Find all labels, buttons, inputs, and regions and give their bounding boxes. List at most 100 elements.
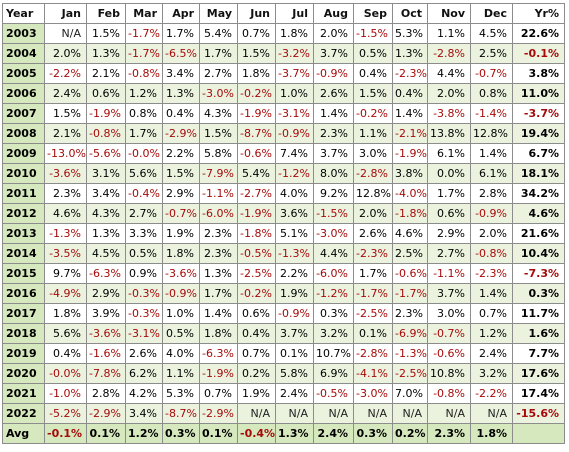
month-return-cell: -1.7%: [353, 283, 393, 304]
month-return-cell: 2.1%: [44, 123, 87, 144]
month-return-cell: 4.4%: [313, 243, 354, 264]
month-return-cell: 4.6%: [44, 203, 87, 224]
year-cell: 2005: [2, 63, 45, 84]
month-return-cell: 1.8%: [199, 323, 238, 344]
month-return-cell: 3.7%: [313, 43, 354, 64]
month-return-cell: -3.6%: [44, 163, 87, 184]
month-return-cell: 0.7%: [237, 343, 276, 364]
month-return-cell: 1.5%: [162, 163, 200, 184]
month-return-cell: 0.4%: [237, 323, 276, 344]
month-return-cell: 2.4%: [275, 383, 314, 404]
month-return-cell: -1.4%: [470, 103, 513, 124]
month-header-jul: Jul: [275, 3, 314, 24]
month-return-cell: -1.5%: [313, 203, 354, 224]
yearly-return-cell: 17.6%: [512, 363, 565, 384]
month-return-cell: 5.8%: [199, 143, 238, 164]
month-return-cell: -0.6%: [392, 263, 428, 284]
month-return-cell: 2.4%: [44, 83, 87, 104]
month-return-cell: -0.6%: [237, 143, 276, 164]
month-return-cell: 2.0%: [353, 203, 393, 224]
yearly-return-cell: 4.6%: [512, 203, 565, 224]
month-return-cell: -2.3%: [392, 63, 428, 84]
month-header-dec: Dec: [470, 3, 513, 24]
month-return-cell: -1.3%: [275, 243, 314, 264]
month-return-cell: 1.7%: [162, 23, 200, 44]
month-return-cell: 1.1%: [427, 23, 471, 44]
month-return-cell: 1.2%: [125, 83, 163, 104]
month-return-cell: 6.9%: [313, 363, 354, 384]
average-row: Avg -0.1% 0.1% 1.2% 0.3% 0.1% -0.4% 1.3%…: [2, 423, 565, 444]
month-return-cell: 4.0%: [275, 183, 314, 204]
month-return-cell: 2.1%: [86, 63, 126, 84]
yearly-return-cell: 17.4%: [512, 383, 565, 404]
month-return-cell: 2.7%: [125, 203, 163, 224]
month-return-cell: 0.1%: [353, 323, 393, 344]
month-return-cell: -6.0%: [199, 203, 238, 224]
month-return-cell: 2.7%: [199, 63, 238, 84]
month-return-cell: -1.1%: [199, 183, 238, 204]
month-return-cell: 0.0%: [427, 163, 471, 184]
year-cell: 2010: [2, 163, 45, 184]
month-return-cell: -5.2%: [44, 403, 87, 424]
year-cell: 2020: [2, 363, 45, 384]
month-return-cell: 1.4%: [470, 283, 513, 304]
yearly-return-cell: 1.6%: [512, 323, 565, 344]
month-return-cell: -6.9%: [392, 323, 428, 344]
month-return-cell: 3.4%: [86, 183, 126, 204]
year-row: 2019 0.4% -1.6% 2.6% 4.0% -6.3% 0.7% 0.1% 10.7% -…: [2, 343, 565, 364]
yearly-return-cell: -15.6%: [512, 403, 565, 424]
month-return-cell: -0.8%: [470, 243, 513, 264]
average-cell: 0.2%: [392, 423, 428, 444]
month-return-cell: 1.7%: [427, 183, 471, 204]
month-return-cell: 2.7%: [427, 243, 471, 264]
month-return-cell: -0.4%: [125, 183, 163, 204]
month-return-cell: -2.2%: [470, 383, 513, 404]
month-return-cell: -0.9%: [162, 283, 200, 304]
month-return-cell: 0.9%: [125, 263, 163, 284]
month-return-cell: 1.5%: [44, 103, 87, 124]
average-cell: 2.4%: [313, 423, 354, 444]
month-return-cell: 3.7%: [427, 283, 471, 304]
month-return-cell: -1.9%: [392, 143, 428, 164]
month-return-cell: 1.4%: [199, 303, 238, 324]
month-return-cell: 2.9%: [162, 183, 200, 204]
yearly-return-cell: 0.3%: [512, 283, 565, 304]
month-return-cell: 0.1%: [275, 343, 314, 364]
month-return-cell: 0.8%: [125, 103, 163, 124]
month-return-cell: 1.1%: [353, 123, 393, 144]
month-return-cell: -0.2%: [237, 83, 276, 104]
month-header-apr: Apr: [162, 3, 200, 24]
yearly-return-cell: 22.6%: [512, 23, 565, 44]
month-return-cell: -3.1%: [125, 323, 163, 344]
month-return-cell: -0.7%: [470, 63, 513, 84]
month-return-cell: -4.0%: [392, 183, 428, 204]
month-return-cell: 1.3%: [86, 223, 126, 244]
month-return-cell: 13.8%: [427, 123, 471, 144]
month-return-cell: 1.7%: [199, 43, 238, 64]
month-return-cell: 2.4%: [470, 343, 513, 364]
month-return-cell: 3.7%: [313, 143, 354, 164]
month-return-cell: 2.0%: [313, 23, 354, 44]
month-return-cell: -0.7%: [427, 323, 471, 344]
month-return-cell: 4.2%: [125, 383, 163, 404]
year-cell: 2021: [2, 383, 45, 404]
month-return-cell: -0.9%: [470, 203, 513, 224]
month-return-cell: -0.8%: [86, 123, 126, 144]
month-return-cell: 0.7%: [470, 303, 513, 324]
month-return-cell: 3.4%: [125, 403, 163, 424]
month-return-cell: -1.3%: [44, 223, 87, 244]
month-header-sep: Sep: [353, 3, 393, 24]
month-return-cell: -0.2%: [237, 283, 276, 304]
yearly-return-header: Yr%: [512, 3, 565, 24]
month-return-cell: -0.5%: [313, 383, 354, 404]
month-return-cell: 7.4%: [275, 143, 314, 164]
month-return-cell: N/A: [275, 403, 314, 424]
month-return-cell: 1.7%: [125, 123, 163, 144]
year-row: 2009 -13.0% -5.6% -0.0% 2.2% 5.8% -0.6% 7.4% 3.7…: [2, 143, 565, 164]
yearly-return-cell: 6.7%: [512, 143, 565, 164]
month-return-cell: -0.9%: [275, 303, 314, 324]
month-return-cell: 0.7%: [199, 383, 238, 404]
year-cell: 2003: [2, 23, 45, 44]
month-return-cell: 0.2%: [237, 363, 276, 384]
average-cell: 1.2%: [125, 423, 163, 444]
